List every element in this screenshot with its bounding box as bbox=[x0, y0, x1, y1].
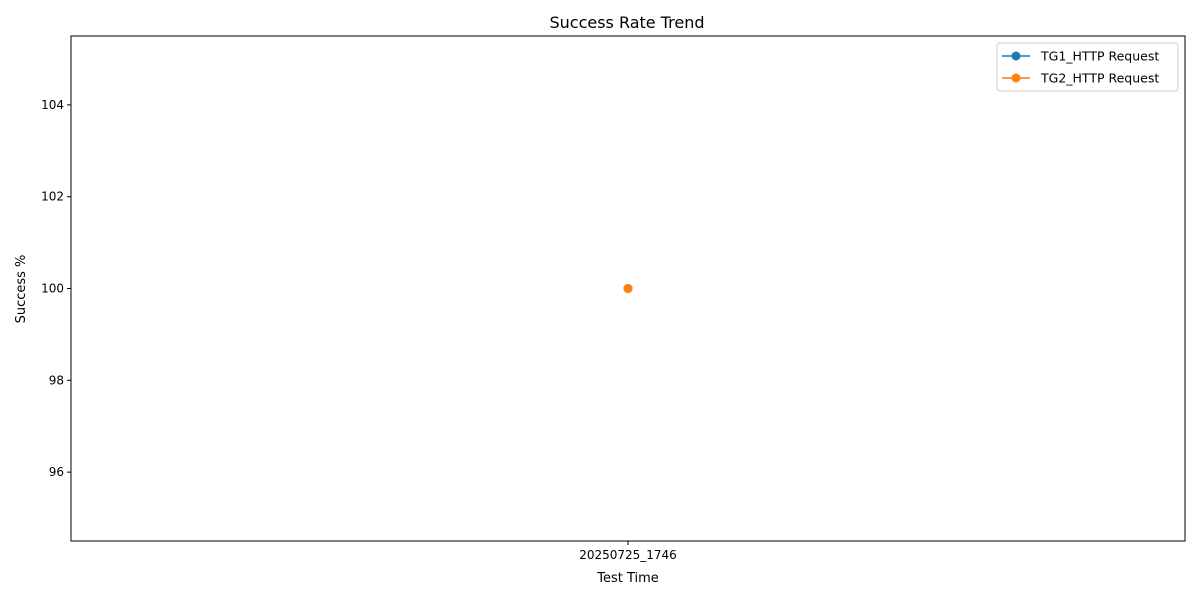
legend-entry-1: TG1_HTTP Request bbox=[1002, 49, 1159, 64]
legend: TG1_HTTP Request TG2_HTTP Request bbox=[996, 42, 1179, 92]
data-point bbox=[623, 284, 633, 293]
y-axis-label: Success % bbox=[14, 255, 29, 324]
legend-marker bbox=[1011, 51, 1021, 61]
x-axis: 20250725_1746 bbox=[579, 541, 677, 562]
y-tick-label: 102 bbox=[41, 190, 64, 204]
y-tick-label: 98 bbox=[49, 373, 64, 387]
legend-entries: TG1_HTTP Request TG2_HTTP Request bbox=[1002, 49, 1159, 86]
x-tick-label: 20250725_1746 bbox=[579, 548, 677, 562]
legend-entry-2: TG2_HTTP Request bbox=[1002, 71, 1159, 86]
y-tick-label: 96 bbox=[49, 465, 64, 479]
chart-title: Success Rate Trend bbox=[549, 13, 704, 32]
legend-marker bbox=[1011, 73, 1021, 83]
series-2 bbox=[623, 284, 633, 293]
y-tick-label: 104 bbox=[41, 98, 64, 112]
y-axis: 96 98 100 102 104 bbox=[41, 98, 71, 479]
y-tick-label: 100 bbox=[41, 282, 64, 296]
legend-label: TG1_HTTP Request bbox=[1040, 49, 1159, 64]
x-axis-label: Test Time bbox=[596, 571, 659, 586]
legend-box bbox=[996, 42, 1179, 92]
series-layer bbox=[623, 284, 633, 293]
legend-label: TG2_HTTP Request bbox=[1040, 71, 1159, 86]
